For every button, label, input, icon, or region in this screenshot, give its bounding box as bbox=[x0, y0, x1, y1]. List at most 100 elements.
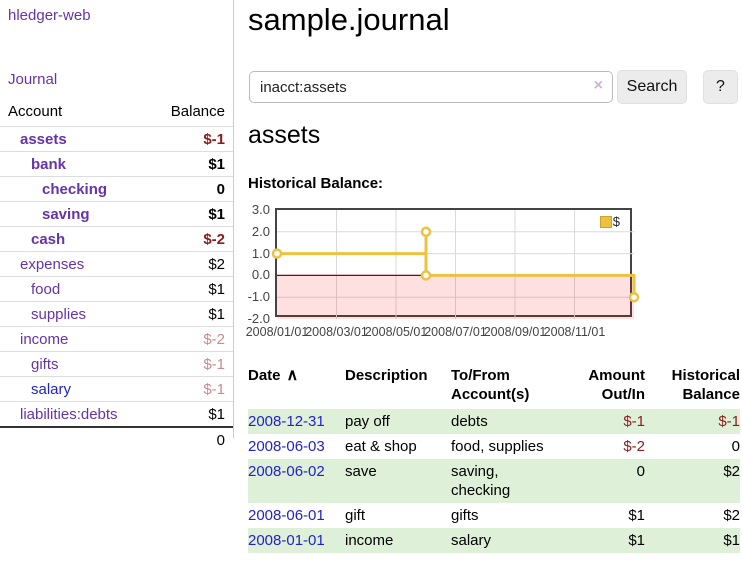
historical-balance-chart[interactable]: $ bbox=[271, 208, 640, 319]
chart-x-tick: 2008/09/01 bbox=[483, 325, 547, 339]
account-link-saving[interactable]: saving bbox=[42, 205, 90, 223]
transaction-date-link[interactable]: 2008-06-01 bbox=[248, 507, 325, 524]
register-col-description: Description bbox=[345, 367, 428, 384]
accounts-col-account: Account bbox=[8, 103, 63, 120]
register-row: 2008-01-01 income salary $1 $1 bbox=[248, 528, 740, 553]
account-row-liabilities-debts: liabilities:debts $1 bbox=[0, 401, 233, 427]
transaction-amount: $-1 bbox=[563, 409, 645, 434]
register-col-amount: Amount Out/In bbox=[588, 367, 645, 403]
chart-x-tick: 2008/03/01 bbox=[305, 325, 368, 339]
register-row: 2008-06-03 eat & shop food, supplies $-2… bbox=[248, 434, 740, 459]
accounts-total-row: 0 bbox=[0, 426, 233, 452]
transaction-description: eat & shop bbox=[345, 438, 417, 455]
transaction-accounts: saving, checking bbox=[451, 459, 563, 503]
sidebar-item-journal[interactable]: Journal bbox=[8, 71, 58, 88]
chart-x-tick: 2008/01/01 bbox=[245, 325, 309, 339]
chart-x-tick: 2008/11/01 bbox=[543, 325, 606, 339]
register-row: 2008-06-01 gift gifts $1 $2 bbox=[248, 503, 740, 528]
transaction-balance: $-1 bbox=[645, 409, 740, 434]
data-point-markers bbox=[271, 226, 640, 303]
account-link-assets[interactable]: assets bbox=[20, 130, 67, 148]
account-balance: $-1 bbox=[145, 351, 233, 377]
account-link-cash[interactable]: cash bbox=[31, 230, 66, 248]
app-title-link[interactable]: hledger-web bbox=[8, 7, 91, 24]
transaction-accounts: gifts bbox=[451, 507, 479, 524]
account-balance: $-2 bbox=[145, 326, 233, 352]
account-balance: $-1 bbox=[145, 126, 233, 152]
account-balance: $1 bbox=[145, 201, 233, 227]
chart-y-tick: 3.0 bbox=[251, 202, 270, 217]
transaction-amount: $1 bbox=[628, 507, 645, 524]
chart-legend: $ bbox=[599, 214, 620, 229]
page-title: sample.journal bbox=[248, 2, 450, 37]
transaction-amount: $-2 bbox=[623, 438, 645, 455]
register-table: Date ∧ Description To/From Account(s) Amo… bbox=[248, 364, 740, 553]
transaction-description: gift bbox=[345, 507, 366, 524]
account-row-bank: bank $1 bbox=[0, 151, 233, 177]
transaction-description: income bbox=[345, 528, 451, 553]
chart-y-tick: 0.0 bbox=[251, 267, 270, 282]
data-point-marker bbox=[420, 270, 432, 281]
account-row-food: food $1 bbox=[0, 276, 233, 302]
legend-swatch bbox=[599, 215, 612, 228]
account-link-liabilities-debts[interactable]: liabilities:debts bbox=[20, 405, 118, 423]
account-link-gifts[interactable]: gifts bbox=[31, 355, 59, 373]
chart-canvas bbox=[271, 210, 640, 319]
transaction-balance: 0 bbox=[731, 438, 740, 455]
account-link-expenses[interactable]: expenses bbox=[20, 255, 85, 273]
historical-balance-label: Historical Balance: bbox=[248, 175, 384, 192]
search-button[interactable]: Search bbox=[617, 70, 687, 104]
account-row-salary: salary $-1 bbox=[0, 376, 233, 402]
chart-x-tick: 2008/05/01 bbox=[364, 325, 428, 339]
data-point-marker bbox=[628, 291, 640, 303]
series-step-line bbox=[277, 230, 636, 298]
search-bar: × bbox=[249, 71, 613, 103]
data-point-marker bbox=[420, 226, 432, 238]
chart-y-tick: -1.0 bbox=[247, 289, 270, 304]
legend-label: $ bbox=[612, 214, 620, 229]
account-link-food[interactable]: food bbox=[31, 280, 61, 298]
data-point-marker bbox=[271, 248, 283, 259]
account-row-gifts: gifts $-1 bbox=[0, 351, 233, 377]
clear-search-icon[interactable]: × bbox=[593, 77, 603, 94]
accounts-header-row: Account Balance bbox=[0, 100, 233, 127]
account-row-supplies: supplies $1 bbox=[0, 301, 233, 327]
register-row: 2008-06-02 save saving, checking 0 $2 bbox=[248, 459, 740, 503]
register-col-balance: Historical Balance bbox=[671, 367, 740, 403]
account-row-expenses: expenses $2 bbox=[0, 251, 233, 277]
register-col-date-label: Date bbox=[248, 367, 281, 384]
help-button[interactable]: ? bbox=[703, 70, 738, 104]
account-heading: assets bbox=[248, 121, 321, 149]
negative-region-shading bbox=[277, 275, 634, 319]
sort-ascending-icon: ∧ bbox=[286, 367, 299, 384]
chart-y-tick: 2.0 bbox=[251, 224, 270, 239]
transaction-description: save bbox=[345, 459, 451, 503]
account-link-checking[interactable]: checking bbox=[42, 180, 108, 198]
sidebar: hledger-web Journal Account Balance asse… bbox=[0, 0, 234, 452]
transaction-date-link[interactable]: 2008-12-31 bbox=[248, 413, 325, 430]
account-link-bank[interactable]: bank bbox=[31, 155, 67, 173]
account-row-income: income $-2 bbox=[0, 326, 233, 352]
account-balance: $1 bbox=[145, 301, 233, 327]
transaction-amount: $1 bbox=[563, 528, 645, 553]
account-balance: 0 bbox=[145, 176, 233, 202]
account-link-salary[interactable]: salary bbox=[31, 380, 72, 398]
transaction-accounts: salary bbox=[451, 528, 563, 553]
accounts-total-value: 0 bbox=[145, 426, 233, 452]
account-link-supplies[interactable]: supplies bbox=[31, 305, 87, 323]
transaction-date-link[interactable]: 2008-01-01 bbox=[248, 532, 325, 549]
register-col-accounts: To/From Account(s) bbox=[451, 367, 530, 403]
register-col-date[interactable]: Date ∧ bbox=[248, 364, 345, 409]
chart-y-tick: -2.0 bbox=[247, 311, 270, 326]
transaction-accounts: food, supplies bbox=[451, 438, 544, 455]
transaction-date-link[interactable]: 2008-06-03 bbox=[248, 438, 325, 455]
account-row-assets: assets $-1 bbox=[0, 126, 233, 152]
account-balance: $1 bbox=[145, 401, 233, 427]
account-balance: $2 bbox=[145, 251, 233, 277]
transaction-description: pay off bbox=[345, 409, 451, 434]
accounts-col-balance: Balance bbox=[170, 103, 225, 120]
chart-y-tick: 1.0 bbox=[251, 246, 270, 261]
account-link-income[interactable]: income bbox=[20, 330, 69, 348]
transaction-date-link[interactable]: 2008-06-02 bbox=[248, 463, 325, 480]
search-input[interactable] bbox=[249, 71, 613, 103]
